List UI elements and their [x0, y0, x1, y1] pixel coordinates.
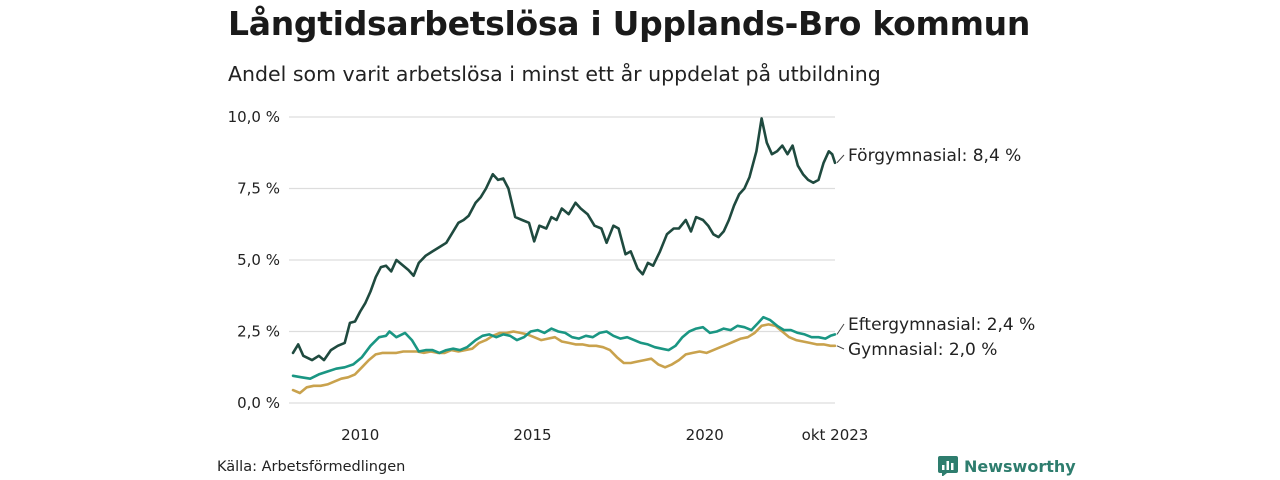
- newsworthy-logo-icon: [938, 456, 958, 477]
- series-label-connector: [836, 323, 845, 335]
- y-tick-label: 2,5 %: [237, 323, 280, 341]
- source-note: Källa: Arbetsförmedlingen: [217, 459, 406, 475]
- y-tick-label: 10,0 %: [228, 108, 280, 126]
- brand-logo: Newsworthy: [938, 456, 1076, 477]
- y-tick-label: 5,0 %: [237, 251, 280, 269]
- brand-name: Newsworthy: [964, 456, 1076, 476]
- series-label-gymnasial: Gymnasial: 2,0 %: [848, 340, 997, 360]
- series-labels: Förgymnasial: 8,4 % Eftergymnasial: 2,4 %…: [836, 146, 1035, 360]
- x-tick-label: 2010: [341, 426, 379, 444]
- chart-subtitle: Andel som varit arbetslösa i minst ett å…: [228, 62, 881, 86]
- series-line-förgymnasial: [291, 117, 837, 362]
- chart-title: Långtidsarbetslösa i Upplands-Bro kommun: [228, 4, 1031, 43]
- series-line-eftergymnasial: [291, 315, 837, 380]
- x-tick-label: okt 2023: [802, 426, 869, 444]
- series-line-gymnasial: [291, 323, 837, 395]
- series-label-connector: [836, 345, 845, 350]
- x-tick-label: 2020: [686, 426, 724, 444]
- series-lines: [291, 117, 837, 395]
- y-tick-label: 0,0 %: [237, 394, 280, 412]
- y-axis-ticks: 0,0 % 2,5 % 5,0 % 7,5 % 10,0 %: [228, 108, 280, 412]
- series-label-eftergymnasial: Eftergymnasial: 2,4 %: [848, 315, 1035, 335]
- series-label-connector: [836, 154, 845, 164]
- y-tick-label: 7,5 %: [237, 180, 280, 198]
- x-axis-ticks: 2010 2015 2020 okt 2023: [341, 426, 868, 444]
- x-tick-label: 2015: [513, 426, 551, 444]
- series-label-förgymnasial: Förgymnasial: 8,4 %: [848, 146, 1021, 166]
